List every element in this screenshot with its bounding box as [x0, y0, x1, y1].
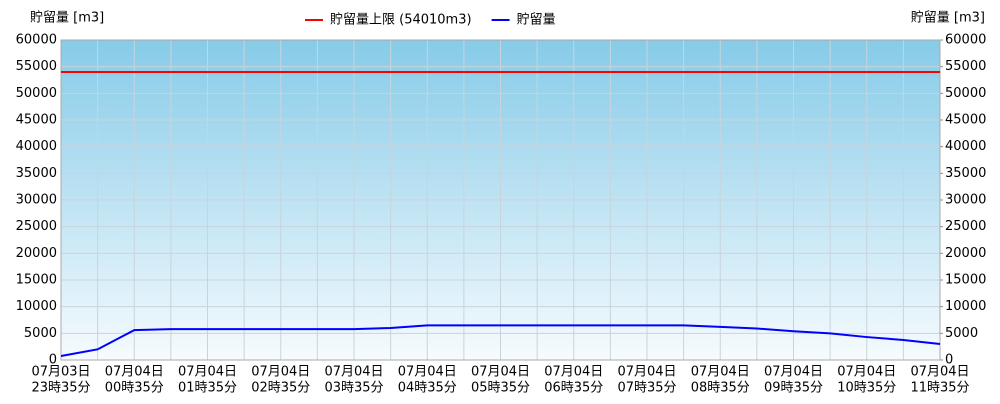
x-tick-label: 08時35分 — [691, 381, 750, 396]
y2-tick-label: 5000 — [945, 326, 978, 341]
y-axis-title: 貯留量 [m3] — [30, 11, 104, 26]
y2-tick-label: 30000 — [945, 193, 986, 208]
x-tick-label: 01時35分 — [178, 381, 237, 396]
y2-tick-label: 25000 — [945, 219, 986, 234]
y2-tick-label: 35000 — [945, 166, 986, 181]
x-tick-label: 07月03日 — [31, 365, 90, 380]
x-tick-label: 07月04日 — [324, 365, 383, 380]
x-tick-label: 07月04日 — [837, 365, 896, 380]
x-tick-label: 09時35分 — [764, 381, 823, 396]
x-tick-label: 07月04日 — [251, 365, 310, 380]
y2-tick-label: 60000 — [945, 33, 986, 48]
x-tick-label: 10時35分 — [837, 381, 896, 396]
x-tick-label: 07時35分 — [617, 381, 676, 396]
x-tick-label: 05時35分 — [471, 381, 530, 396]
y2-tick-label: 15000 — [945, 273, 986, 288]
y-tick-label: 25000 — [16, 219, 57, 234]
y2-tick-label: 20000 — [945, 246, 986, 261]
legend-label: 貯留量上限 (54010m3) — [330, 13, 472, 28]
y2-tick-label: 50000 — [945, 86, 986, 101]
y-tick-label: 5000 — [24, 326, 57, 341]
y2-axis-title: 貯留量 [m3] — [911, 11, 985, 26]
y-tick-label: 55000 — [16, 59, 57, 74]
x-tick-label: 03時35分 — [324, 381, 383, 396]
y-tick-label: 10000 — [16, 299, 57, 314]
y2-tick-label: 40000 — [945, 139, 986, 154]
x-tick-label: 07月04日 — [398, 365, 457, 380]
y-tick-label: 35000 — [16, 166, 57, 181]
y2-tick-label: 0 — [945, 353, 953, 368]
x-tick-label: 07月04日 — [617, 365, 676, 380]
x-tick-label: 07月04日 — [910, 365, 969, 380]
x-tick-label: 11時35分 — [910, 381, 969, 396]
x-tick-label: 07月04日 — [764, 365, 823, 380]
legend-label: 貯留量 — [517, 13, 556, 28]
x-tick-label: 00時35分 — [105, 381, 164, 396]
x-tick-label: 07月04日 — [178, 365, 237, 380]
y-tick-label: 15000 — [16, 273, 57, 288]
series-line — [60, 324, 941, 357]
y2-tick-label: 10000 — [945, 299, 986, 314]
x-tick-label: 07月04日 — [691, 365, 750, 380]
plot-border — [60, 39, 941, 361]
y-tick-label: 30000 — [16, 193, 57, 208]
y-tick-label: 40000 — [16, 139, 57, 154]
y-tick-label: 50000 — [16, 86, 57, 101]
x-tick-label: 07月04日 — [544, 365, 603, 380]
y2-tick-label: 45000 — [945, 113, 986, 128]
y-tick-label: 0 — [49, 353, 57, 368]
x-tick-label: 06時35分 — [544, 381, 603, 396]
y-tick-label: 60000 — [16, 33, 57, 48]
x-tick-label: 07月04日 — [105, 365, 164, 380]
y2-tick-label: 55000 — [945, 59, 986, 74]
x-tick-label: 04時35分 — [398, 381, 457, 396]
x-tick-label: 23時35分 — [31, 381, 90, 396]
y-tick-label: 45000 — [16, 113, 57, 128]
y-tick-label: 20000 — [16, 246, 57, 261]
x-tick-label: 02時35分 — [251, 381, 310, 396]
x-tick-label: 07月04日 — [471, 365, 530, 380]
